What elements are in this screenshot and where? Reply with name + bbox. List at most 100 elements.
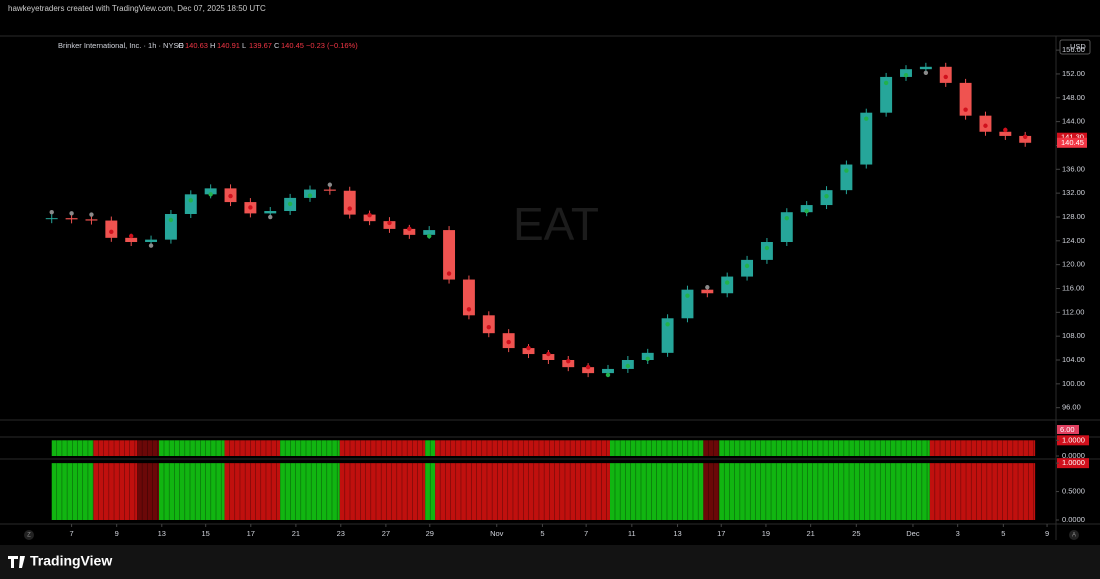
trend-dot bbox=[546, 351, 551, 357]
ohlc-value: 140.63 bbox=[185, 41, 208, 50]
x-tick-label: 17 bbox=[247, 529, 255, 538]
candle bbox=[562, 360, 575, 368]
x-tick-label: Nov bbox=[490, 529, 504, 538]
price-tag-label: 140.45 bbox=[1061, 138, 1084, 147]
trend-dot bbox=[168, 217, 174, 223]
regime-bar bbox=[93, 463, 138, 520]
x-tick-label: 21 bbox=[292, 529, 300, 538]
regime-bar bbox=[703, 463, 720, 520]
pane-tick-label: 1.0000 bbox=[1062, 435, 1085, 444]
trend-dot bbox=[883, 80, 889, 86]
trend-dot bbox=[466, 307, 472, 312]
button[interactable] bbox=[24, 530, 34, 540]
indicator-label: 6.00 bbox=[1060, 425, 1075, 434]
regime-bar bbox=[159, 440, 225, 456]
candle bbox=[343, 190, 356, 215]
indicator-tag bbox=[1057, 425, 1079, 434]
ohlc-key: O bbox=[178, 41, 184, 50]
trend-dot bbox=[109, 229, 114, 235]
trend-dot bbox=[744, 263, 750, 269]
trend-dot bbox=[387, 220, 392, 226]
x-tick-label: 3 bbox=[956, 529, 960, 538]
candle bbox=[482, 315, 495, 334]
tick-tag bbox=[1057, 458, 1089, 469]
candle bbox=[522, 348, 535, 355]
trend-dot bbox=[69, 211, 74, 216]
x-tick-label: 27 bbox=[382, 529, 390, 538]
candle bbox=[145, 239, 158, 243]
trend-dot bbox=[566, 358, 571, 364]
trend-dot bbox=[824, 193, 829, 199]
candle bbox=[164, 213, 177, 240]
trend-dot bbox=[923, 70, 929, 75]
tick-tag bbox=[1057, 435, 1089, 446]
candle bbox=[780, 212, 793, 243]
regime-bar bbox=[339, 463, 426, 520]
candle bbox=[443, 230, 456, 280]
candle bbox=[125, 237, 138, 243]
x-tick-label: Dec bbox=[906, 529, 920, 538]
y-tick-label: 136.00 bbox=[1062, 164, 1085, 173]
x-tick-label: 29 bbox=[426, 529, 434, 538]
candle bbox=[1019, 135, 1032, 143]
candle bbox=[85, 219, 98, 221]
y-tick-label: 120.00 bbox=[1062, 260, 1085, 269]
regime-bar bbox=[435, 440, 610, 456]
candle bbox=[403, 228, 416, 235]
y-tick-label: 156.00 bbox=[1062, 45, 1085, 54]
x-tick-label: 21 bbox=[806, 529, 814, 538]
watermark: EAT bbox=[513, 198, 599, 250]
x-tick-label: 25 bbox=[852, 529, 860, 538]
trend-dot bbox=[724, 280, 730, 285]
ohlc-value: 140.45 bbox=[281, 41, 304, 50]
y-tick-label: 144.00 bbox=[1062, 117, 1085, 126]
currency-button[interactable] bbox=[1059, 39, 1091, 55]
candle bbox=[204, 188, 217, 195]
candle bbox=[860, 112, 873, 165]
change: −0.23 (−0.16%) bbox=[306, 41, 358, 50]
trend-dot bbox=[844, 168, 849, 173]
x-tick-label: 7 bbox=[584, 529, 588, 538]
regime-bar bbox=[137, 440, 160, 456]
price-tag bbox=[1057, 137, 1087, 148]
y-tick-label: 108.00 bbox=[1062, 331, 1085, 340]
regime-bar bbox=[425, 463, 436, 520]
regime-bar bbox=[280, 440, 340, 456]
trend-dot bbox=[128, 233, 134, 239]
price-tag-label: 141.30 bbox=[1061, 133, 1084, 142]
regime-bar bbox=[51, 463, 94, 520]
candle bbox=[462, 279, 475, 316]
trend-dot bbox=[287, 201, 293, 207]
regime-bar bbox=[703, 440, 720, 456]
candle bbox=[423, 230, 436, 235]
right-button[interactable]: A bbox=[1072, 533, 1076, 539]
x-tick-label: 17 bbox=[717, 529, 725, 538]
candle bbox=[105, 220, 118, 238]
x-tick-label: 19 bbox=[762, 529, 770, 538]
x-tick-label: 23 bbox=[337, 529, 345, 538]
ohlc-key: L bbox=[242, 41, 246, 50]
left-button[interactable]: Z bbox=[27, 533, 31, 539]
y-tick-label: 104.00 bbox=[1062, 355, 1085, 364]
x-tick-label: 7 bbox=[70, 529, 74, 538]
y-tick-label: 96.00 bbox=[1062, 403, 1081, 412]
trend-dot bbox=[446, 271, 452, 276]
x-tick-label: 13 bbox=[673, 529, 681, 538]
trend-dot bbox=[645, 356, 650, 362]
ohlc-key: C bbox=[274, 41, 280, 50]
trend-dot bbox=[228, 193, 233, 199]
trend-dot bbox=[486, 324, 491, 330]
candle bbox=[264, 211, 277, 214]
currency[interactable]: USD bbox=[1070, 42, 1086, 51]
trend-dot bbox=[148, 243, 154, 248]
candle bbox=[721, 276, 734, 294]
candle bbox=[701, 289, 714, 294]
x-tick-label: 13 bbox=[158, 529, 166, 538]
candle bbox=[582, 367, 595, 374]
button[interactable] bbox=[1069, 530, 1079, 540]
trend-dot bbox=[983, 123, 988, 128]
y-tick-label: 100.00 bbox=[1062, 379, 1085, 388]
ohlc-value: 139.67 bbox=[249, 41, 272, 50]
trend-dot bbox=[426, 233, 432, 239]
pane-tick-label: 0.5000 bbox=[1062, 487, 1085, 496]
